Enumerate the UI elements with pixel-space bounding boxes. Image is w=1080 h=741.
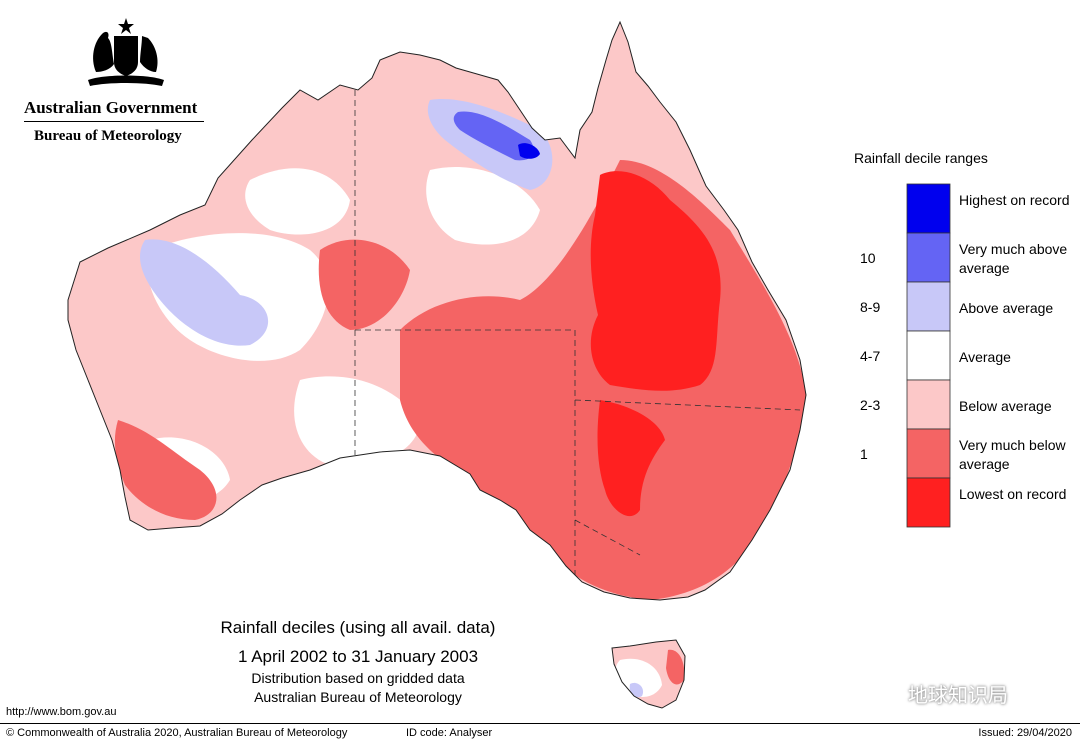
- agency-name: Bureau of Meteorology: [34, 128, 182, 144]
- legend-item-very-much-above: 10 Very much above average: [860, 233, 1075, 282]
- coat-of-arms-icon: [88, 18, 164, 86]
- legend-range: 8-9: [860, 299, 881, 315]
- legend-item-highest: Highest on record: [860, 184, 1075, 233]
- header-divider: [24, 121, 204, 122]
- legend-label: Average: [959, 349, 1011, 365]
- tasmania-coastline: [611, 639, 686, 709]
- lowest-record-region-nsw: [597, 400, 665, 517]
- map-title: Rainfall deciles (using all avail. data): [220, 618, 496, 637]
- legend-label: Lowest on record: [959, 486, 1067, 502]
- legend-range: 2-3: [860, 397, 881, 413]
- org-name: Australian Government: [24, 98, 198, 117]
- tasmania-above-average-region: [629, 682, 644, 698]
- legend-swatches: [906, 183, 951, 528]
- average-region-qld: [426, 166, 540, 245]
- legend-item-above: 8-9 Above average: [860, 282, 1075, 331]
- legend-label: Very much below average: [959, 437, 1066, 472]
- state-borders: [354, 90, 801, 590]
- legend-swatch-highest: [906, 183, 951, 234]
- legend-item-average: 4-7 Average: [860, 331, 1075, 380]
- legend-range: 1: [860, 446, 868, 462]
- average-region-central: [294, 376, 420, 466]
- bom-website-link[interactable]: http://www.bom.gov.au: [6, 706, 117, 718]
- legend-title: Rainfall decile ranges: [854, 150, 988, 166]
- tasmania-very-much-below-region: [666, 649, 685, 685]
- above-average-region-west: [140, 239, 269, 346]
- map-source: Australian Bureau of Meteorology: [254, 689, 462, 705]
- highest-record-region-gulf: [518, 143, 540, 159]
- legend-label: Above average: [959, 300, 1054, 316]
- mainland-coastline: [67, 20, 807, 601]
- watermark-text: 地球知识局: [908, 684, 1008, 707]
- id-code: ID code: Analyser: [406, 727, 493, 739]
- very-much-above-region-gulf: [453, 111, 535, 161]
- legend-swatch-above: [906, 281, 951, 332]
- legend-range: 10: [860, 250, 876, 266]
- legend-swatch-very-much-below: [906, 428, 951, 479]
- very-much-below-region-central: [318, 239, 410, 330]
- watermark-logo-icon: [869, 683, 900, 703]
- legend-label: Below average: [959, 398, 1052, 414]
- very-much-below-region-southwest: [114, 420, 217, 520]
- legend-item-below: 2-3 Below average: [860, 380, 1075, 429]
- issued-date: Issued: 29/04/2020: [978, 727, 1072, 739]
- legend-label: Very much above average: [959, 241, 1068, 276]
- legend-swatch-very-much-above: [906, 232, 951, 283]
- legend-swatch-below: [906, 379, 951, 430]
- map-note: Distribution based on gridded data: [251, 670, 465, 686]
- copyright-notice: © Commonwealth of Australia 2020, Austra…: [6, 727, 348, 739]
- legend-item-very-much-below: 1 Very much below average: [860, 429, 1075, 478]
- footer-divider: [0, 723, 1080, 724]
- watermark: 地球知识局: [868, 678, 1008, 708]
- legend-item-lowest: Lowest on record: [860, 478, 1075, 527]
- legend-label: Highest on record: [959, 192, 1070, 208]
- legend-range: 4-7: [860, 348, 881, 364]
- legend-swatch-lowest: [906, 477, 951, 528]
- lowest-record-region-qld: [590, 171, 721, 391]
- tasmania-decile-fill: [612, 640, 685, 708]
- average-region-north: [245, 168, 350, 235]
- map-date-range: 1 April 2002 to 31 January 2003: [237, 647, 479, 666]
